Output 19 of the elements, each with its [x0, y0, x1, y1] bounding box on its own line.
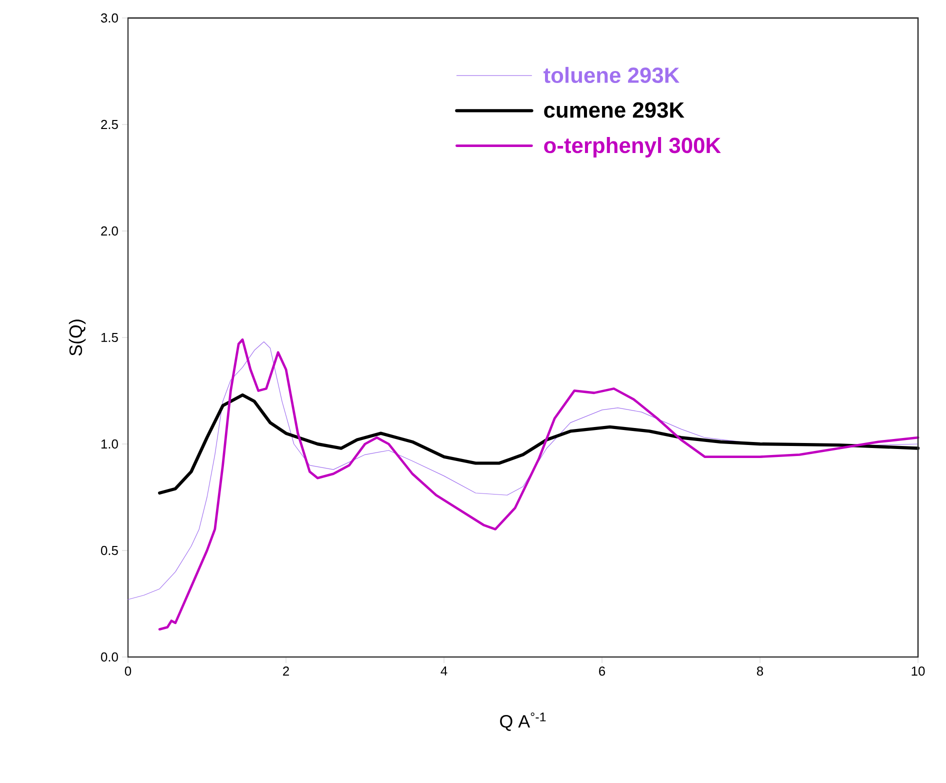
line-series [158, 393, 920, 495]
x-tick-label: 2 [283, 666, 289, 676]
y-tick-label: 2.0 [101, 226, 118, 236]
x-tick-label: 8 [756, 666, 764, 676]
x-tick-label: 10 [912, 666, 925, 676]
y-tick-label: 1.5 [101, 332, 118, 342]
y-axis-title: S(Q) [68, 320, 86, 356]
legend-label: toluene 293K [544, 66, 680, 84]
x-tick-label: 4 [440, 666, 448, 676]
y-tick-label: 0.0 [100, 652, 118, 662]
y-tick-label: 0.5 [100, 546, 118, 556]
x-tick-label: 0 [124, 666, 132, 676]
y-tick-label: 1.0 [101, 439, 118, 449]
x-axis-title: Q A$^{°-1}$ [500, 712, 546, 731]
legend-label: cumene 293K [544, 102, 684, 118]
x-tick-label: 6 [599, 666, 606, 676]
y-tick-label: 2.5 [101, 120, 118, 130]
legend-label: o-terphenyl 300K [544, 137, 721, 158]
y-tick-label: 3.0 [100, 13, 118, 23]
